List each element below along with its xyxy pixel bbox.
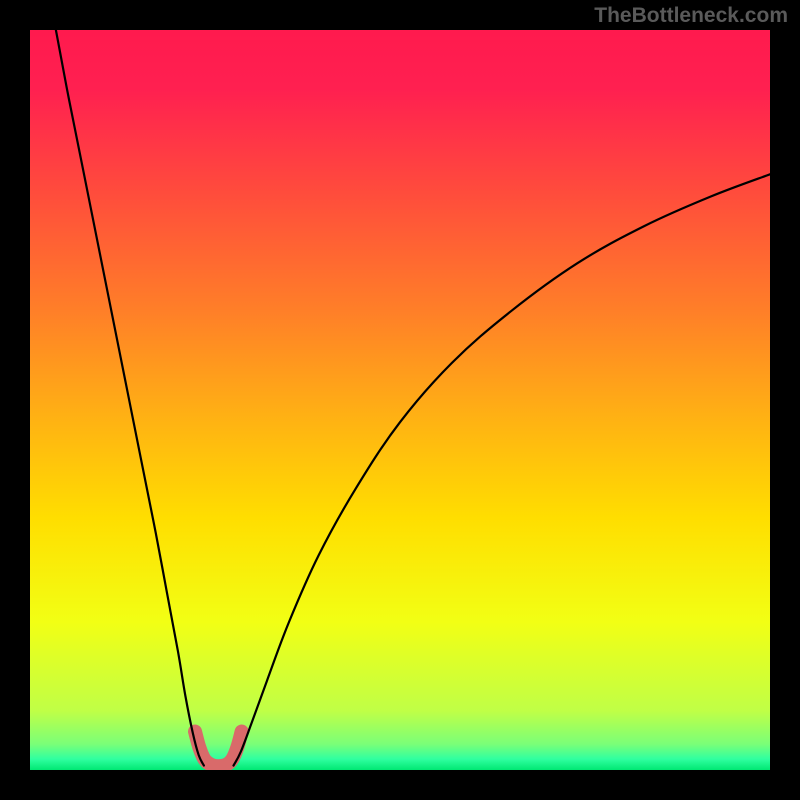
chart-curves-svg <box>30 30 770 770</box>
bottleneck-chart <box>30 30 770 770</box>
curve-right-branch <box>234 174 771 765</box>
watermark-text: TheBottleneck.com <box>594 4 788 28</box>
curve-left-branch <box>56 30 204 766</box>
